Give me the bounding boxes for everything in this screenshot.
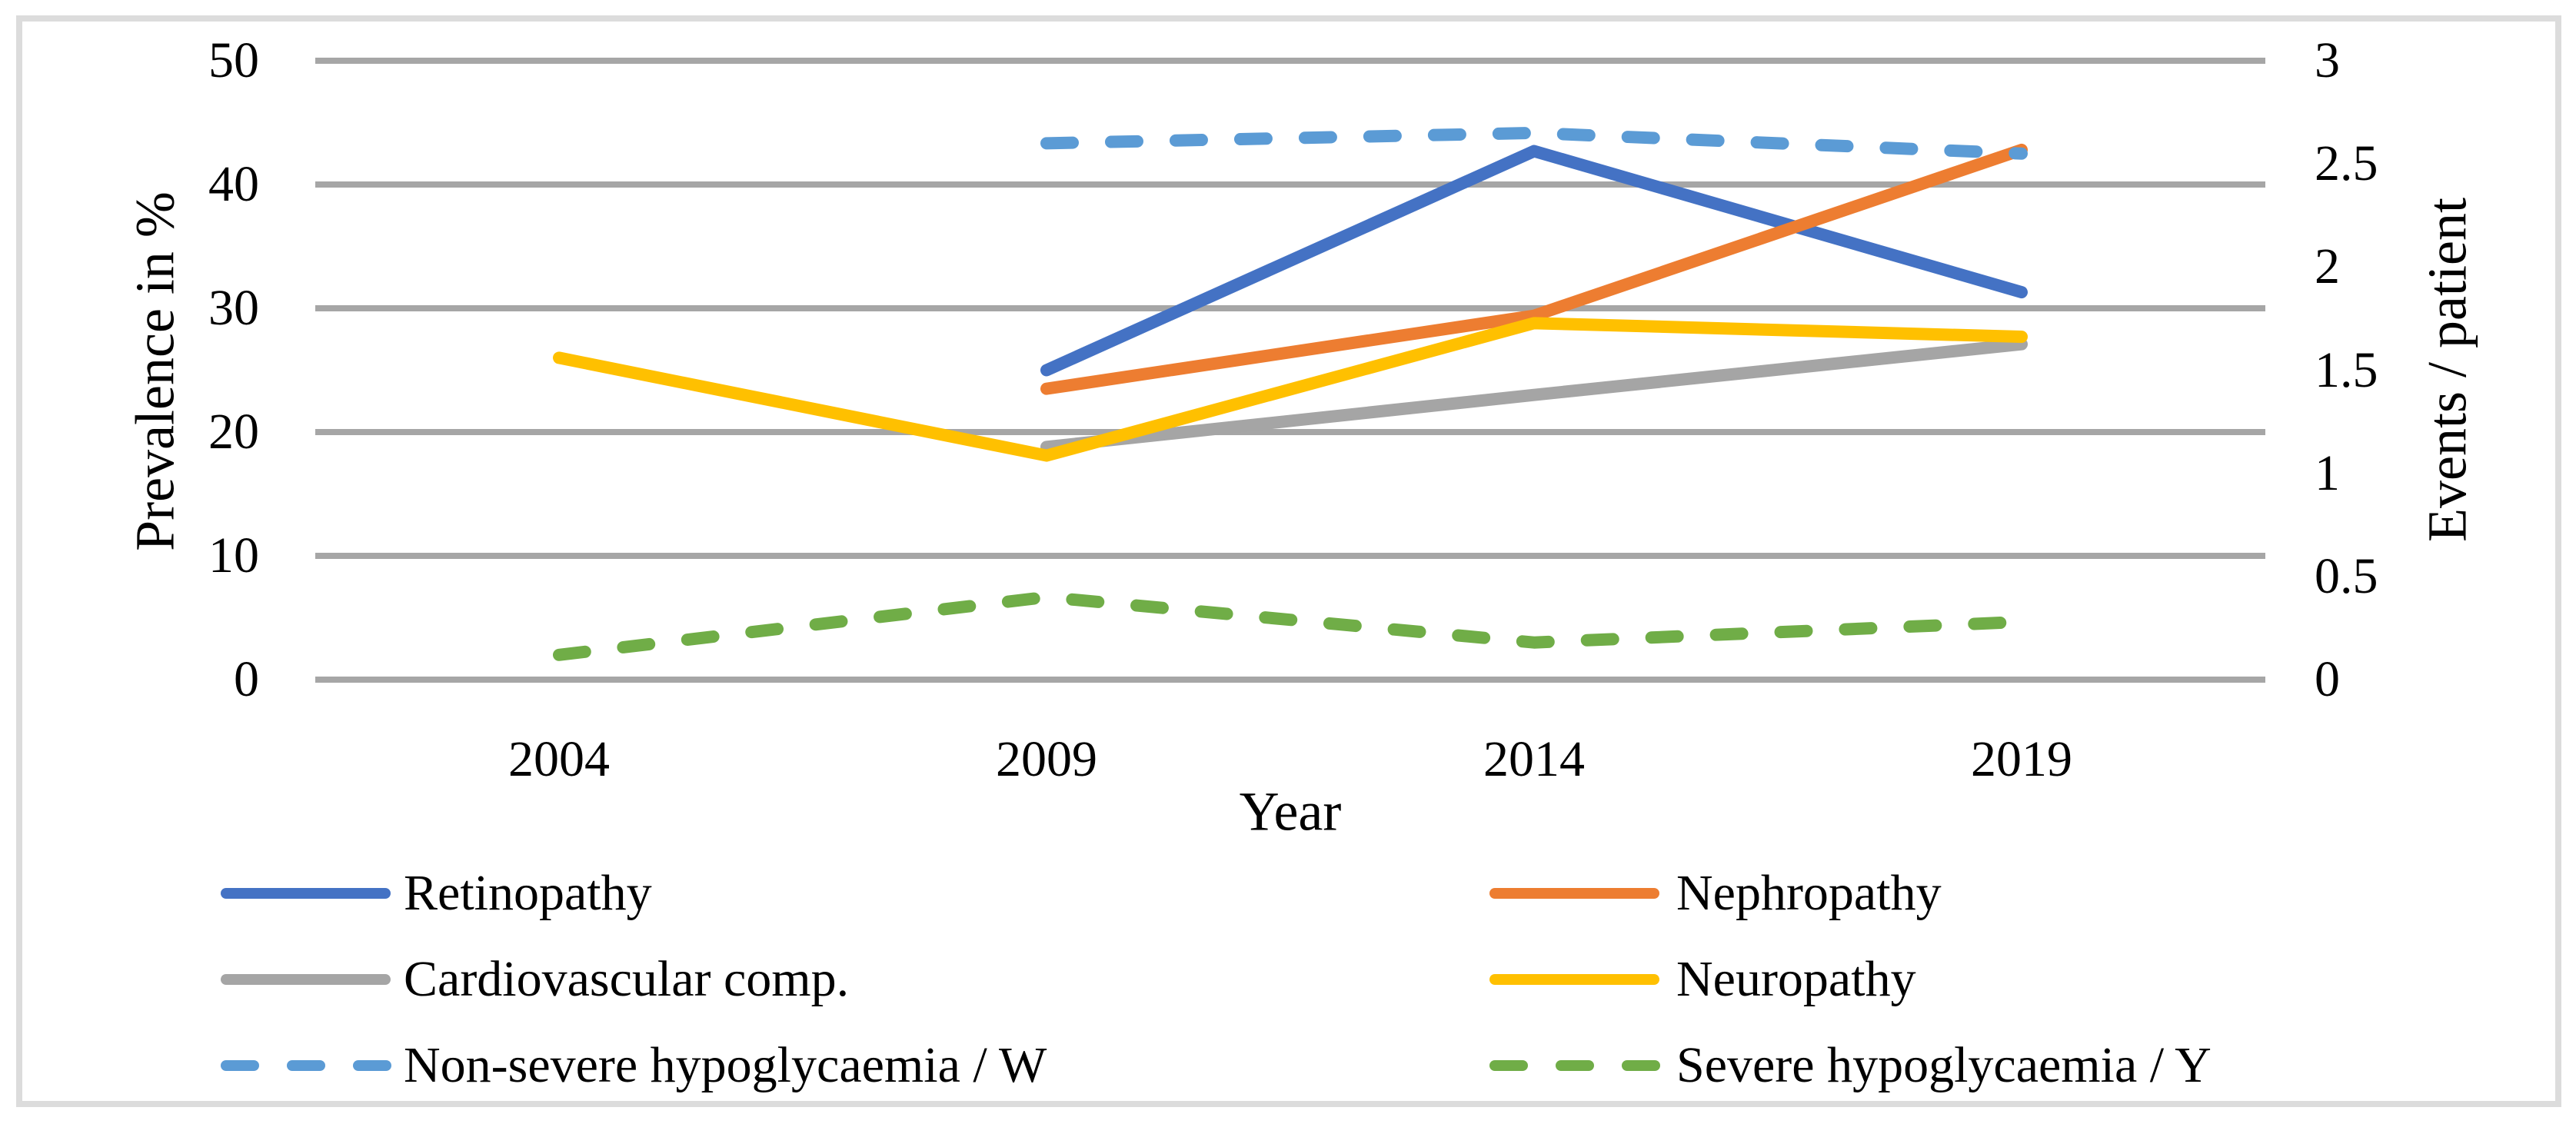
legend-line-cardiovascular-comp — [221, 974, 391, 985]
right-axis-tick-2: 2 — [2315, 238, 2340, 295]
legend-swatch-cardiovascular-comp — [221, 974, 391, 985]
series-line-retinopathy — [1040, 145, 2028, 377]
left-axis-tick-50: 50 — [208, 32, 259, 88]
legend-line-retinopathy — [221, 888, 391, 899]
series-line-neuropathy — [553, 317, 2028, 462]
figure-border — [16, 15, 2561, 1107]
legend-label-retinopathy: Retinopathy — [404, 865, 652, 921]
legend-label-nephropathy: Nephropathy — [1676, 865, 1942, 921]
legend-label-non-severe-hypoglycaemia-w: Non-severe hypoglycaemia / W — [404, 1037, 1047, 1093]
left-axis-tick-0: 0 — [234, 651, 259, 707]
right-axis-tick-3: 3 — [2315, 32, 2340, 88]
x-axis-tick-2014: 2014 — [1483, 731, 1585, 787]
legend-dash-severe-hypoglycaemia-y — [1556, 1060, 1594, 1071]
x-axis-tick-2009: 2009 — [996, 731, 1097, 787]
legend-swatch-non-severe-hypoglycaemia-w — [221, 1060, 391, 1071]
x-axis-tick-2004: 2004 — [508, 731, 610, 787]
legend-swatch-retinopathy — [221, 888, 391, 899]
left-axis-tick-30: 30 — [208, 280, 259, 336]
legend-label-severe-hypoglycaemia-y: Severe hypoglycaemia / Y — [1676, 1037, 2212, 1093]
series-line-nephropathy — [1040, 143, 2028, 395]
right-axis-tick-1.5: 1.5 — [2315, 341, 2378, 398]
legend-dash-severe-hypoglycaemia-y — [1489, 1060, 1528, 1071]
left-axis-title: Prevalence in % — [124, 191, 186, 551]
x-axis-title: Year — [1239, 780, 1342, 843]
legend-dash-severe-hypoglycaemia-y — [1622, 1060, 1660, 1071]
right-axis-tick-0: 0 — [2315, 651, 2340, 707]
legend-line-neuropathy — [1489, 974, 1659, 985]
legend-swatch-severe-hypoglycaemia-y — [1489, 1060, 1660, 1071]
series-line-severe-hypoglycaemia-y — [553, 590, 2028, 661]
legend-label-neuropathy: Neuropathy — [1676, 951, 1916, 1007]
series-line-cardiovascular-comp — [1040, 338, 2028, 454]
x-axis-tick-2019: 2019 — [1971, 731, 2072, 787]
legend-label-cardiovascular-comp: Cardiovascular comp. — [404, 951, 850, 1007]
right-axis-tick-2.5: 2.5 — [2315, 135, 2378, 192]
legend-swatch-nephropathy — [1489, 888, 1660, 899]
legend-dash-non-severe-hypoglycaemia-w — [221, 1060, 259, 1071]
right-axis-tick-1: 1 — [2315, 444, 2340, 501]
legend-dash-non-severe-hypoglycaemia-w — [353, 1060, 391, 1071]
legend-line-nephropathy — [1489, 888, 1659, 899]
left-axis-tick-20: 20 — [208, 404, 259, 460]
legend-dash-non-severe-hypoglycaemia-w — [287, 1060, 325, 1071]
legend-swatch-neuropathy — [1489, 974, 1660, 985]
right-axis-title: Events / patient — [2416, 198, 2478, 542]
left-axis-tick-40: 40 — [208, 156, 259, 212]
right-axis-tick-0.5: 0.5 — [2315, 547, 2378, 604]
left-axis-tick-10: 10 — [208, 527, 259, 584]
